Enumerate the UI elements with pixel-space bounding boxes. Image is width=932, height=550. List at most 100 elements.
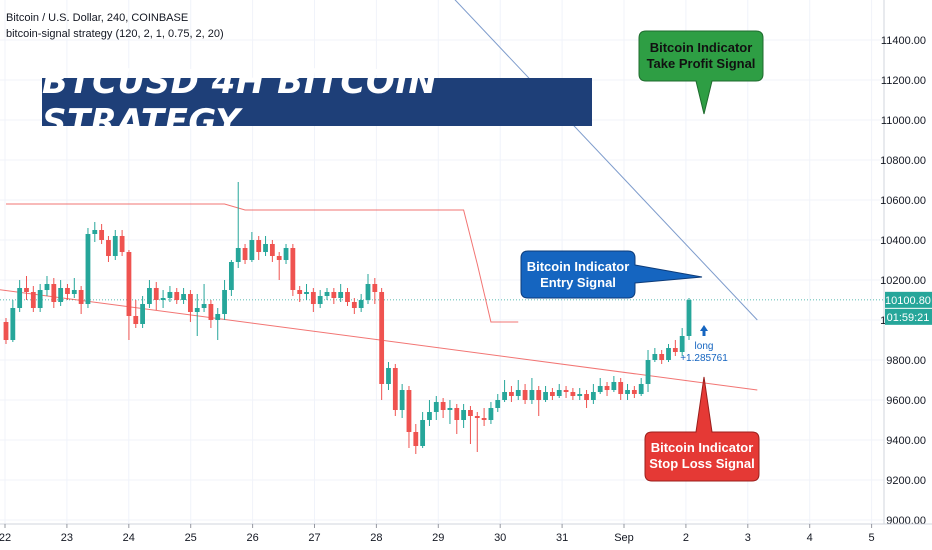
- candle: [235, 182, 241, 268]
- current-price-label: 10100.80 01:59:21: [885, 291, 932, 325]
- candle: [126, 250, 132, 340]
- svg-text:01:59:21: 01:59:21: [887, 312, 930, 324]
- candle: [160, 290, 166, 308]
- price-tick-label: 11200.00: [881, 75, 926, 87]
- candle: [679, 328, 685, 356]
- candle: [502, 380, 507, 402]
- candle: [686, 298, 692, 340]
- candle: [92, 222, 98, 242]
- candle: [119, 230, 125, 256]
- candlesticks: [3, 182, 692, 454]
- candle: [167, 286, 173, 302]
- candle: [106, 236, 111, 262]
- candle: [392, 364, 398, 416]
- candle: [112, 230, 118, 260]
- candle: [543, 386, 548, 402]
- candle: [440, 398, 446, 418]
- candle: [304, 284, 309, 300]
- time-axis-panel[interactable]: [0, 524, 932, 550]
- candle: [17, 280, 23, 312]
- candle: [174, 288, 180, 304]
- candle: [638, 378, 644, 396]
- candle: [406, 386, 412, 448]
- candle: [194, 294, 200, 336]
- price-tick-label: 10400.00: [880, 235, 926, 247]
- candle: [331, 288, 337, 304]
- entry-signal-callout: Bitcoin Indicator Entry Signal: [520, 250, 703, 299]
- arrow-up-icon: [700, 325, 708, 336]
- candle: [24, 276, 29, 300]
- take-profit-callout: Bitcoin Indicator Take Profit Signal: [638, 30, 764, 115]
- candle: [276, 252, 282, 280]
- time-tick-label: 27: [308, 532, 320, 544]
- candle: [351, 298, 357, 314]
- candle: [625, 384, 630, 400]
- candle: [584, 390, 589, 408]
- strategy-header[interactable]: bitcoin-signal strategy (120, 2, 1, 0.75…: [6, 28, 224, 40]
- svg-text:Bitcoin Indicator: Bitcoin Indicator: [527, 259, 630, 274]
- candle: [78, 286, 84, 314]
- candle: [310, 288, 316, 312]
- time-tick-label: 5: [869, 532, 875, 544]
- candle: [618, 378, 624, 400]
- candle: [454, 404, 460, 434]
- candle: [215, 308, 221, 340]
- candle: [10, 300, 16, 342]
- candle: [269, 240, 275, 262]
- time-tick-label: Sep: [614, 532, 634, 544]
- candle: [515, 380, 521, 400]
- candle: [147, 280, 152, 308]
- candle: [242, 244, 248, 264]
- candle: [447, 400, 453, 424]
- candle: [495, 394, 501, 412]
- candle: [631, 386, 637, 398]
- time-tick-label: 24: [123, 532, 135, 544]
- time-tick-label: 30: [494, 532, 506, 544]
- candle: [58, 280, 64, 306]
- candle: [379, 288, 385, 400]
- candle: [563, 386, 569, 398]
- candle: [65, 284, 70, 300]
- price-tick-label: 10200.00: [880, 275, 926, 287]
- time-tick-label: 31: [556, 532, 568, 544]
- price-tick-label: 11000.00: [881, 115, 926, 127]
- candle: [645, 350, 651, 392]
- candle: [263, 236, 268, 256]
- candle: [577, 388, 583, 400]
- candle: [256, 236, 262, 260]
- candle: [99, 224, 105, 244]
- price-tick-label: 9400.00: [886, 435, 926, 447]
- candle: [30, 286, 36, 312]
- candle: [372, 278, 378, 304]
- candle: [358, 294, 364, 312]
- candle: [71, 278, 77, 298]
- candle: [317, 290, 323, 308]
- candle: [672, 340, 678, 356]
- price-tick-label: 11400.00: [881, 35, 926, 47]
- trade-side-label: long: [695, 341, 714, 352]
- candle: [570, 388, 576, 400]
- candle: [345, 288, 350, 306]
- indicator-lines: [0, 0, 758, 391]
- candle: [461, 404, 467, 428]
- candle: [249, 232, 255, 262]
- time-tick-label: 28: [370, 532, 382, 544]
- price-axis-panel[interactable]: [884, 0, 932, 524]
- candle: [153, 282, 159, 310]
- price-tick-label: 9200.00: [886, 475, 926, 487]
- time-tick-label: 4: [807, 532, 813, 544]
- stop-loss-callout: Bitcoin Indicator Stop Loss Signal: [644, 376, 760, 482]
- candle: [611, 376, 617, 392]
- time-tick-label: 26: [246, 532, 258, 544]
- candle: [666, 344, 671, 362]
- price-tick-label: 9800.00: [886, 355, 926, 367]
- candle: [283, 244, 289, 264]
- candle: [188, 290, 193, 322]
- candle: [474, 412, 480, 452]
- resistance-trendline: [454, 0, 758, 321]
- symbol-header[interactable]: Bitcoin / U.S. Dollar, 240, COINBASE: [6, 12, 189, 24]
- time-tick-label: 2: [683, 532, 689, 544]
- candle: [208, 300, 214, 328]
- upper-band-line: [6, 203, 519, 323]
